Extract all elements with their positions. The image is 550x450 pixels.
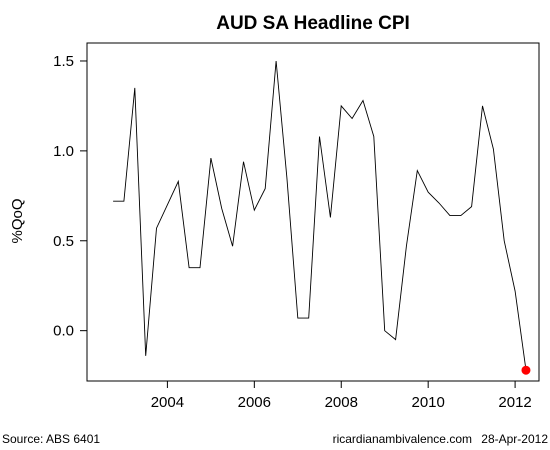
y-axis-label: %QoQ [9, 198, 26, 243]
y-tick-label: 1.0 [53, 143, 74, 160]
latest-point-marker [521, 365, 531, 375]
x-tick-label: 2012 [498, 394, 531, 411]
x-tick-label: 2010 [411, 394, 444, 411]
chart-title: AUD SA Headline CPI [216, 13, 410, 34]
footer-source: Source: ABS 6401 [2, 432, 100, 446]
footer-site: ricardianambivalence.com [333, 432, 472, 446]
x-tick-label: 2004 [151, 394, 184, 411]
footer-date: 28-Apr-2012 [481, 432, 548, 446]
series-line [113, 60, 527, 371]
x-tick-label: 2006 [238, 394, 271, 411]
y-tick-label: 0.5 [53, 233, 74, 250]
series-layer [113, 60, 531, 375]
x-tick-label: 2008 [325, 394, 358, 411]
plot-frame [86, 42, 540, 382]
y-axis: 0.0 0.5 1.0 1.5 [53, 53, 88, 340]
y-tick-label: 0.0 [53, 323, 74, 340]
x-axis: 2004 2006 2008 2010 2012 [151, 380, 532, 411]
y-tick-label: 1.5 [53, 53, 74, 70]
